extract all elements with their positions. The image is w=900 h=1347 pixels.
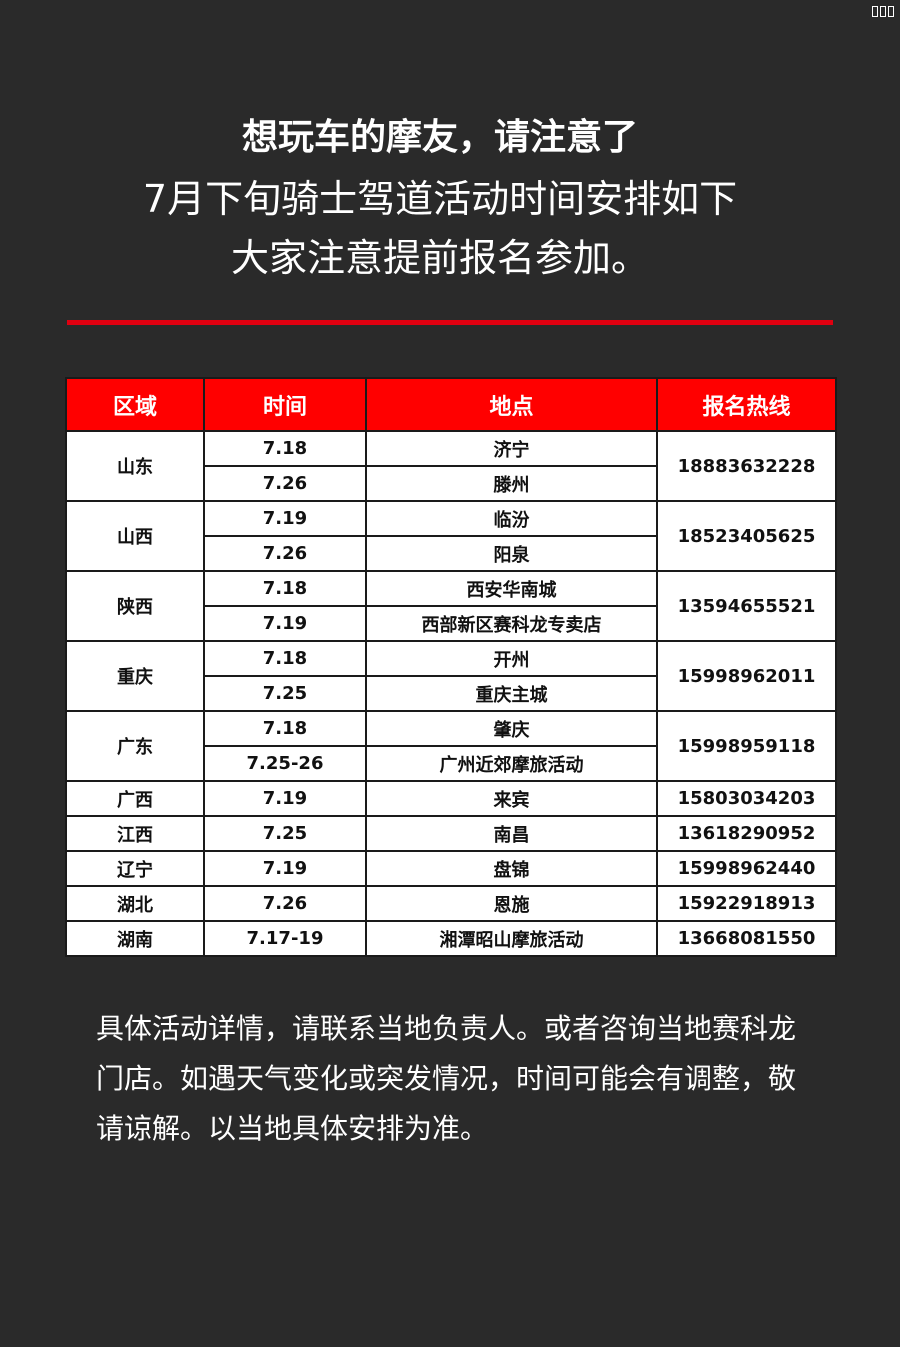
time-cell: 7.18 [203,710,367,747]
divider [67,320,833,325]
region-cell: 广东 [65,710,205,782]
time-cell: 7.17-19 [203,920,367,957]
column-header: 区域 [65,377,205,432]
place-cell: 阳泉 [365,535,658,572]
place-cell: 西安华南城 [365,570,658,607]
place-cell: 来宾 [365,780,658,817]
footer-note: 具体活动详情，请联系当地负责人。或者咨询当地赛科龙门店。如遇天气变化或突发情况，… [96,1012,797,1145]
headline: 想玩车的摩友，请注意了 [241,117,638,158]
place-cell: 滕州 [365,465,658,502]
subheadline-2: 大家注意提前报名参加。 [230,236,649,280]
time-cell: 7.19 [203,500,367,537]
table-row: 重庆 7.18 开州 15998962011 [65,640,837,712]
region-cell: 辽宁 [65,850,205,887]
table-row: 辽宁 7.19 盘锦 15998962440 [65,850,837,887]
time-cell: 7.25-26 [203,745,367,782]
time-cell: 7.18 [203,640,367,677]
time-cell: 7.19 [203,850,367,887]
place-cell: 湘潭昭山摩旅活动 [365,920,658,957]
subheadline: 7月下旬骑士驾道活动时间安排如下 [142,177,738,221]
table-row: 7.25-26 广州近郊摩旅活动 [66,745,836,782]
table-row: 7.25 重庆主城 [66,675,836,712]
table-row: 7.26 滕州 [66,465,836,502]
time-cell: 7.18 [203,570,367,607]
time-cell: 7.26 [203,465,367,502]
phone-cell: 18883632228 [656,430,837,502]
time-cell: 7.25 [203,675,367,712]
phone-cell: 15998962011 [656,640,837,712]
region-cell: 湖南 [65,920,205,957]
place-cell: 开州 [365,640,658,677]
table-row: 江西 7.25 南昌 13618290952 [65,815,837,852]
place-cell: 西部新区赛科龙专卖店 [365,605,658,642]
schedule-table: 区域 时间 地点 报名热线 山东 7.18 济宁 18883632228 7.26 滕州 山西 7.… [65,377,837,957]
time-cell: 7.26 [203,885,367,922]
time-cell: 7.18 [203,430,367,467]
time-cell: 7.19 [203,605,367,642]
phone-cell: 13594655521 [656,570,837,642]
column-header: 地点 [365,377,658,432]
place-cell: 临汾 [365,500,658,537]
phone-cell: 18523405625 [656,500,837,572]
place-cell: 恩施 [365,885,658,922]
place-cell: 肇庆 [365,710,658,747]
table-row: 7.19 西部新区赛科龙专卖店 [66,605,836,642]
table-row: 湖北 7.26 恩施 15922918913 [65,885,837,922]
phone-cell: 15922918913 [656,885,837,922]
time-cell: 7.25 [203,815,367,852]
column-header: 时间 [203,377,367,432]
time-cell: 7.19 [203,780,367,817]
place-cell: 济宁 [365,430,658,467]
phone-cell: 15998959118 [656,710,837,782]
region-cell: 山东 [65,430,205,502]
place-cell: 重庆主城 [365,675,658,712]
place-cell: 盘锦 [365,850,658,887]
region-cell: 广西 [65,780,205,817]
region-cell: 江西 [65,815,205,852]
phone-cell: 15998962440 [656,850,837,887]
region-cell: 陕西 [65,570,205,642]
region-cell: 山西 [65,500,205,572]
phone-cell: 13618290952 [656,815,837,852]
menu-icon [872,6,894,17]
table-row: 7.26 阳泉 [66,535,836,572]
region-cell: 重庆 [65,640,205,712]
table-row: 湖南 7.17-19 湘潭昭山摩旅活动 13668081550 [65,920,837,957]
phone-cell: 15803034203 [656,780,837,817]
table-row: 山西 7.19 临汾 18523405625 [65,500,837,572]
region-cell: 湖北 [65,885,205,922]
column-header: 报名热线 [656,377,837,432]
time-cell: 7.26 [203,535,367,572]
phone-cell: 13668081550 [656,920,837,957]
place-cell: 南昌 [365,815,658,852]
table-row: 陕西 7.18 西安华南城 13594655521 [65,570,837,642]
table-row: 广西 7.19 来宾 15803034203 [65,780,837,817]
table-row: 广东 7.18 肇庆 15998959118 [65,710,837,782]
table-row: 山东 7.18 济宁 18883632228 [65,430,837,502]
place-cell: 广州近郊摩旅活动 [365,745,658,782]
